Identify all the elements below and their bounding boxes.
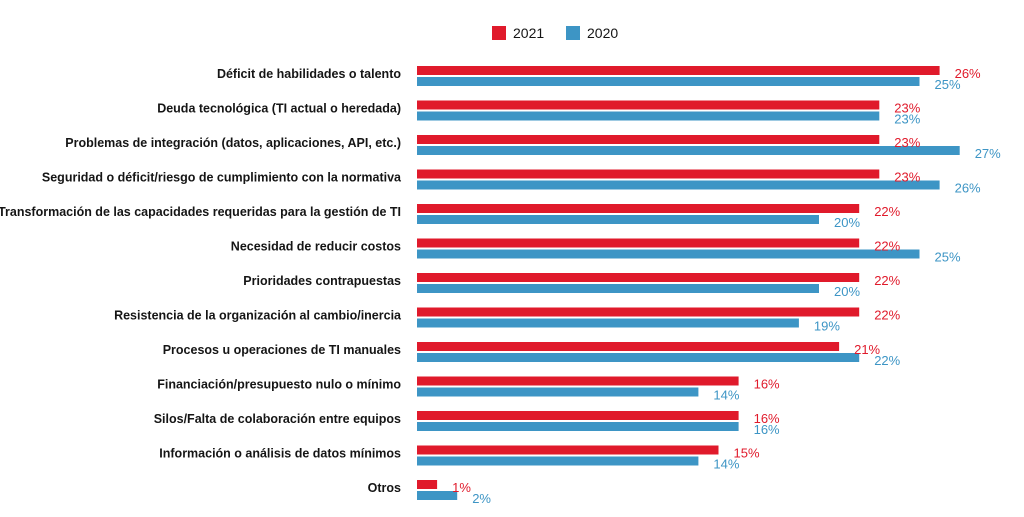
value-label-2021: 23% [894,101,920,116]
bar-2021 [417,342,840,351]
value-label-2020: 20% [834,215,860,230]
category-label: Procesos u operaciones de TI manuales [163,343,401,357]
category-labels: Déficit de habilidades o talento Deuda te… [0,67,402,495]
bar-2020 [417,422,739,431]
bar-2020 [417,284,819,293]
category-label: Resistencia de la organización al cambio… [114,309,402,323]
value-label-2020: 14% [713,388,739,403]
value-label-2020: 22% [874,353,900,368]
value-label-2021: 16% [754,377,780,392]
value-label-2020: 27% [975,146,1001,161]
category-label: Silos/Falta de colaboración entre equipo… [154,412,401,426]
bar-2021 [417,135,880,144]
category-label: Prioridades contrapuestas [243,274,401,288]
category-label: Información o análisis de datos mínimos [159,447,401,461]
bar-2021 [417,307,860,317]
value-label-2020: 2% [472,491,491,506]
bar-2021 [417,273,860,282]
bar-2020 [417,353,860,362]
bar-2021 [417,411,739,420]
bar-2021 [417,238,860,248]
value-label-2020: 25% [935,250,961,265]
value-label-2020: 16% [754,422,780,437]
category-label: Deuda tecnológica (TI actual o heredada) [157,102,401,116]
value-label-2021: 22% [874,204,900,219]
category-label: Seguridad o déficit/riesgo de cumplimien… [42,171,402,185]
value-label-2020: 25% [935,77,961,92]
legend: 2021 2020 [492,25,618,41]
bar-2020 [417,249,920,259]
bar-2021 [417,100,880,110]
bar-2020 [417,180,940,190]
value-label-2020: 19% [814,319,840,334]
bars [417,66,960,500]
value-label-2021: 23% [894,135,920,150]
value-label-2021: 1% [452,480,471,495]
value-label-2020: 26% [955,181,981,196]
bar-2020 [417,491,458,500]
legend-label-2020: 2020 [587,25,618,41]
value-label-2021: 23% [894,170,920,185]
bar-2020 [417,387,699,397]
bar-2020 [417,77,920,86]
bar-2020 [417,111,880,121]
bar-2020 [417,456,699,466]
value-label-2020: 23% [894,112,920,127]
value-label-2021: 16% [754,411,780,426]
category-label: Necesidad de reducir costos [231,240,401,254]
bar-2020 [417,215,819,224]
category-label: Problemas de integración (datos, aplicac… [65,136,401,150]
category-label: Transformación de las capacidades requer… [0,205,401,219]
legend-swatch-2021 [492,26,506,40]
value-label-2021: 21% [854,342,880,357]
value-label-2021: 22% [874,239,900,254]
value-label-2020: 20% [834,284,860,299]
value-label-2021: 26% [955,66,981,81]
value-label-2020: 14% [713,457,739,472]
legend-label-2021: 2021 [513,25,544,41]
legend-swatch-2020 [566,26,580,40]
bar-2021 [417,445,719,455]
value-label-2021: 22% [874,273,900,288]
value-label-2021: 22% [874,308,900,323]
bar-2021 [417,204,860,213]
bar-2021 [417,480,438,489]
value-label-2021: 15% [734,446,760,461]
bar-2020 [417,318,799,328]
category-label: Déficit de habilidades o talento [217,67,401,81]
bar-2021 [417,169,880,179]
bar-2021 [417,66,940,75]
bar-2020 [417,146,960,155]
category-label: Financiación/presupuesto nulo o mínimo [157,378,401,392]
category-label: Otros [368,481,401,495]
bar-2021 [417,376,739,386]
value-labels: 26%25%23%23%23%27%23%26%22%20%22%25%22%2… [452,66,1001,506]
